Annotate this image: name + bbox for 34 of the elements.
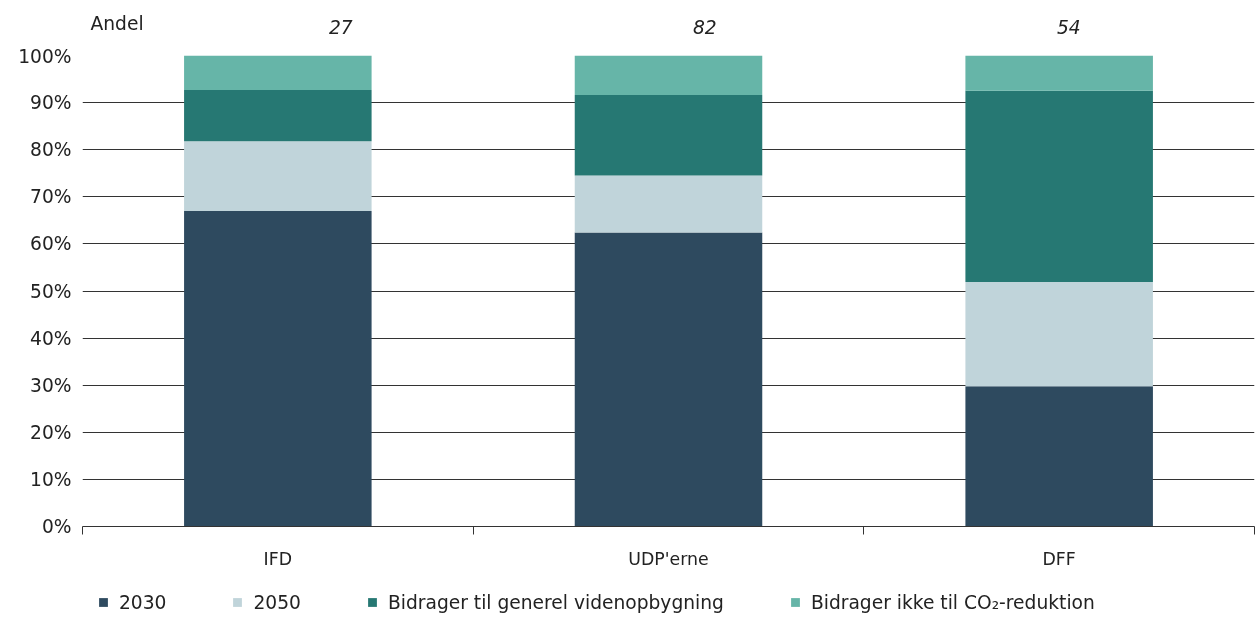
x-tick-label: UDP'erne [628,548,709,569]
bar [965,282,1153,387]
legend-label: Bidrager til generel videnopbygning [387,591,724,613]
text: 54 [1056,17,1081,39]
bar [574,232,763,527]
y-tick-label: 10% [30,468,72,490]
bar [574,175,763,233]
bar [574,95,763,176]
text: 82 [692,17,717,39]
x-tick-label: IFD [263,548,293,569]
y-tick-label: 30% [30,374,72,396]
bar [574,55,763,96]
bar [184,210,372,527]
y-tick-label: 60% [30,233,72,255]
text: 27 [329,17,353,39]
legend-label: 2030 [119,591,167,613]
y-tick-label: 20% [30,421,72,443]
y-tick-label: 70% [30,186,72,208]
bar [184,141,372,211]
y-tick-label: 90% [30,92,72,114]
bar [184,55,372,90]
y-tick-label: 40% [30,327,72,349]
y-tick-label: 0% [41,516,72,537]
bar [965,386,1153,527]
bar [965,90,1153,283]
bar [965,55,1153,91]
legend-label: 2050 [253,591,301,613]
bar [184,89,372,142]
y-tick-label: 80% [30,139,72,161]
x-tick-label: DFF [1042,548,1076,569]
y-axis-title: Andel [90,13,144,35]
y-tick-label: 50% [30,280,72,302]
legend-label: Bidrager ikke til CO₂-reduktion [810,591,1095,613]
y-tick-label: 100% [18,45,72,67]
